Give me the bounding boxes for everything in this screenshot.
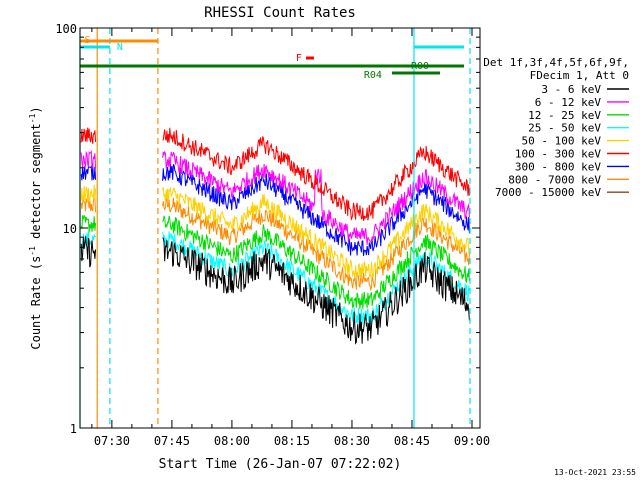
- y-tick-label: 10: [63, 222, 77, 236]
- vertical-markers: [79, 28, 471, 428]
- flag-label: S: [85, 35, 91, 46]
- series-line: [80, 236, 470, 345]
- legend-label: 7000 - 15000 keV: [495, 186, 601, 199]
- legend: Det 1f,3f,4f,5f,6f,9f, FDecim 1, Att 0 3…: [483, 56, 629, 199]
- flag-label: N: [117, 42, 123, 53]
- y-axis-label-sup: -1: [28, 246, 37, 256]
- legend-label: 3 - 6 keV: [541, 83, 601, 96]
- y-tick-label: 1: [70, 422, 77, 436]
- legend-label: 50 - 100 keV: [522, 135, 602, 148]
- chart-title: RHESSI Count Rates: [204, 5, 356, 21]
- series-line: [80, 184, 470, 279]
- legend-label: 12 - 25 keV: [528, 109, 601, 122]
- flag-bars: S N F R00 R04: [80, 35, 464, 81]
- series-line: [80, 149, 470, 245]
- flag-label: R04: [364, 70, 382, 81]
- x-tick-label: 08:45: [394, 434, 430, 448]
- flag-label: R00: [411, 61, 429, 72]
- series-line: [80, 231, 470, 325]
- legend-label: 6 - 12 keV: [535, 96, 602, 109]
- flag-label: F: [296, 53, 302, 64]
- y-axis-label-main: Count Rate (s: [29, 256, 43, 350]
- x-tick-label: 07:30: [94, 434, 130, 448]
- legend-label: 300 - 800 keV: [515, 160, 601, 173]
- legend-header-line-2: FDecim 1, Att 0: [530, 69, 629, 82]
- y-axis-label-close: ): [29, 106, 43, 113]
- footer-date: 13-Oct-2021 23:55: [554, 468, 636, 477]
- y-axis-label-sup2: -1: [28, 113, 37, 123]
- legend-header-line-1: Det 1f,3f,4f,5f,6f,9f,: [483, 56, 629, 69]
- y-tick-label: 100: [55, 22, 77, 36]
- series-line: [80, 127, 470, 222]
- legend-label: 25 - 50 keV: [528, 122, 601, 135]
- x-tick-label: 08:00: [214, 434, 250, 448]
- legend-label: 100 - 300 keV: [515, 148, 601, 161]
- x-tick-label: 07:45: [154, 434, 190, 448]
- series-line: [80, 215, 470, 310]
- y-axis-label-rest: detector segment: [29, 123, 43, 246]
- plot-area: [80, 127, 470, 345]
- x-tick-label: 08:15: [274, 434, 310, 448]
- x-tick-label: 09:00: [454, 434, 490, 448]
- series-line: [80, 196, 470, 292]
- axes: 07:30 07:45 08:00 08:15 08:30 08:45 09:00 1 10 10…: [55, 22, 490, 448]
- y-axis-label: Count Rate (s-1 detector segment-1): [28, 106, 43, 349]
- x-axis-label: Start Time (26-Jan-07 07:22:02): [159, 457, 402, 472]
- legend-label: 800 - 7000 keV: [508, 173, 601, 186]
- x-tick-label: 08:30: [334, 434, 370, 448]
